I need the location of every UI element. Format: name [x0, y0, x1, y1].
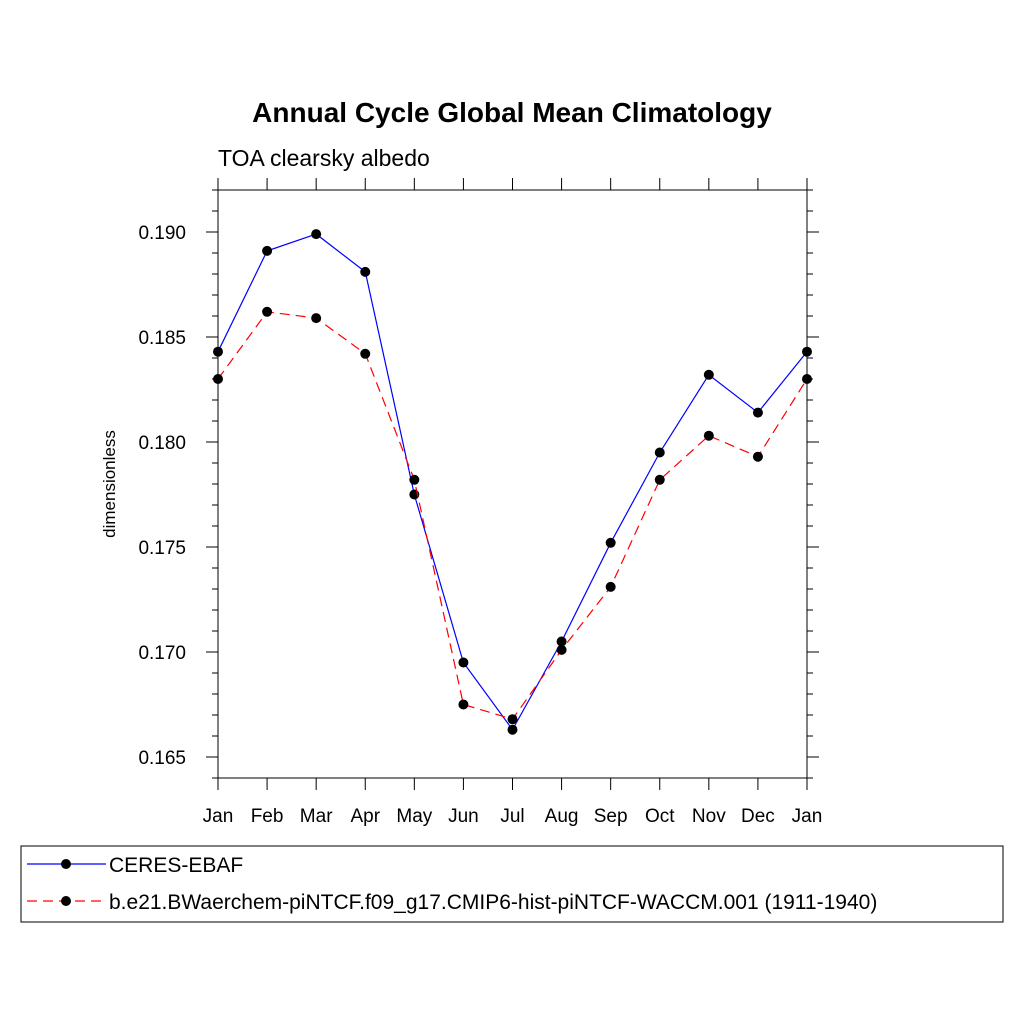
- series-2-point: [262, 306, 273, 317]
- series-1-point: [262, 245, 273, 256]
- x-tick-label: Oct: [645, 806, 675, 827]
- series-1-point: [802, 346, 812, 357]
- series-2-point: [752, 451, 763, 462]
- series-2-point: [458, 699, 469, 710]
- legend-marker-1: [61, 859, 71, 869]
- x-tick-label: May: [396, 806, 432, 827]
- y-tick-label: 0.180: [138, 433, 186, 454]
- x-tick-label: Jan: [203, 806, 234, 827]
- series-2-point: [213, 374, 223, 384]
- y-tick-label: 0.190: [138, 223, 186, 244]
- y-axis-label: dimensionless: [100, 430, 119, 538]
- legend-label-2: b.e21.BWaerchem-piNTCF.f09_g17.CMIP6-his…: [109, 891, 877, 914]
- series-1-point: [507, 724, 518, 735]
- series-1-point: [213, 346, 223, 357]
- x-tick-label: Jul: [500, 806, 524, 827]
- series-line-1: [217, 233, 808, 731]
- x-tick-label: Apr: [350, 806, 380, 827]
- y-tick-label: 0.175: [138, 538, 186, 559]
- y-tick-label: 0.185: [138, 328, 186, 349]
- x-tick-label: Aug: [545, 806, 579, 827]
- series-1-point: [703, 369, 714, 380]
- series-2-point: [605, 581, 616, 592]
- x-tick-label: Dec: [741, 806, 775, 827]
- x-tick-label: Nov: [692, 806, 726, 827]
- series-2-point: [311, 313, 322, 324]
- series-1-point: [311, 229, 322, 240]
- chart-subtitle: TOA clearsky albedo: [218, 145, 430, 171]
- series-2-point: [556, 644, 567, 655]
- series-2-point: [802, 374, 812, 384]
- series-1-point: [752, 407, 763, 418]
- series-1-point: [556, 636, 567, 647]
- series-2-point: [703, 430, 714, 441]
- series-1-point: [458, 657, 469, 668]
- series-2-point: [507, 714, 518, 725]
- y-tick-label: 0.170: [138, 643, 186, 664]
- legend-marker-2: [61, 896, 71, 906]
- legend-label-1: CERES-EBAF: [109, 854, 243, 877]
- x-tick-label: Jan: [792, 806, 823, 827]
- chart-title: Annual Cycle Global Mean Climatology: [252, 97, 772, 128]
- x-tick-label: Feb: [251, 806, 284, 827]
- plot-frame: [217, 189, 808, 779]
- series-2-point: [654, 474, 665, 485]
- series-1-point: [360, 266, 371, 277]
- y-tick-label: 0.165: [138, 748, 186, 769]
- x-tick-label: Mar: [300, 806, 333, 827]
- series-2-point: [409, 474, 420, 485]
- series-1-point: [654, 447, 665, 458]
- x-tick-label: Jun: [448, 806, 479, 827]
- series-line-2: [217, 311, 808, 720]
- x-tick-label: Sep: [594, 806, 628, 827]
- series-1-point: [605, 537, 616, 548]
- legend-box: [20, 845, 1004, 923]
- series-2-point: [360, 348, 371, 359]
